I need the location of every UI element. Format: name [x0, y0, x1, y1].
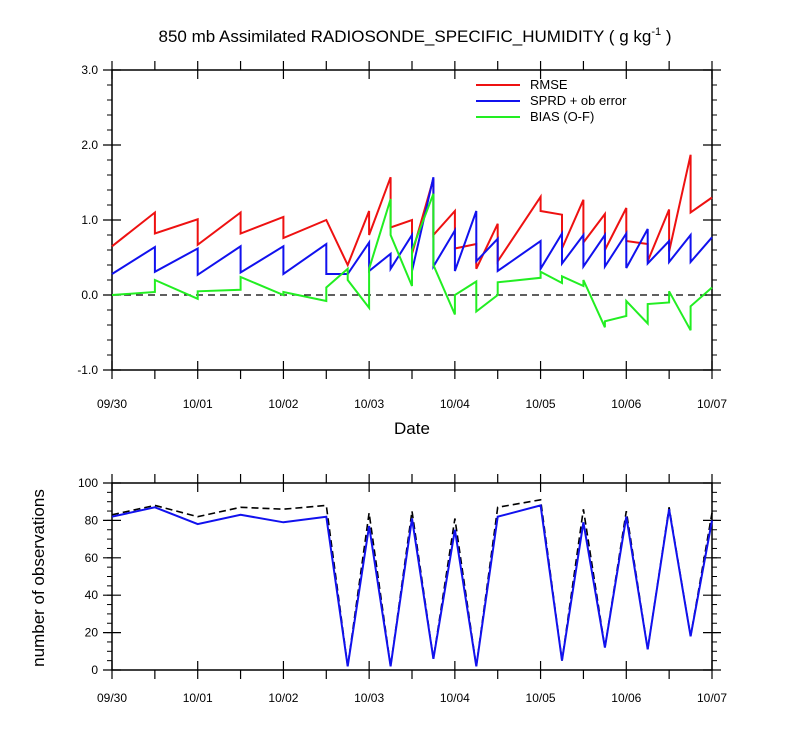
x-tick-label-0: 09/30	[97, 691, 127, 705]
bottom-plot-frame	[111, 482, 713, 671]
y-tick-label-0: -1.0	[77, 363, 98, 377]
x-tick-label-6: 10/06	[611, 397, 641, 411]
legend-label-sprd: SPRD + ob error	[530, 93, 627, 108]
y-tick-label-3: 2.0	[81, 138, 98, 152]
x-tick-label-2: 10/02	[268, 397, 298, 411]
y-tick-label-4: 80	[85, 513, 99, 527]
x-tick-label-5: 10/05	[526, 397, 556, 411]
legend-label-bias: BIAS (O-F)	[530, 109, 594, 124]
bottom-ticks	[103, 474, 721, 679]
y-tick-label-1: 20	[85, 626, 99, 640]
x-tick-label-4: 10/04	[440, 397, 470, 411]
bottom-panel: 0 20 40 60 80 100 09/30 10/01 10/02 10/03 10/04 10…	[29, 474, 727, 705]
x-tick-label-1: 10/01	[183, 691, 213, 705]
x-tick-label-1: 10/01	[183, 397, 213, 411]
x-tick-label-5: 10/05	[526, 691, 556, 705]
x-tick-label-7: 10/07	[697, 691, 727, 705]
x-tick-label-4: 10/04	[440, 691, 470, 705]
x-tick-label-3: 10/03	[354, 691, 384, 705]
x-tick-label-7: 10/07	[697, 397, 727, 411]
top-series-bias-o-f	[111, 193, 713, 331]
legend-label-rmse: RMSE	[530, 77, 568, 92]
y-tick-label-2: 40	[85, 588, 99, 602]
y-tick-label-0: 0	[91, 663, 98, 677]
top-panel: -1.0 0.0 1.0 2.0 3.0 09/30 10/01 10/02 10/03 10/…	[77, 61, 727, 438]
top-y-tick-labels: -1.0 0.0 1.0 2.0 3.0	[77, 63, 98, 377]
bottom-x-tick-labels: 09/30 10/01 10/02 10/03 10/04 10/05 10/06 10/07	[97, 691, 727, 705]
bottom-y-axis-label: number of observations	[29, 489, 48, 667]
chart-title: 850 mb Assimilated RADIOSONDE_SPECIFIC_H…	[159, 26, 672, 46]
top-series-rmse	[111, 154, 713, 270]
y-tick-label-5: 100	[78, 476, 98, 490]
bottom-series	[111, 498, 713, 667]
legend: RMSE SPRD + ob error BIAS (O-F)	[476, 77, 627, 124]
x-tick-label-6: 10/06	[611, 691, 641, 705]
y-tick-label-4: 3.0	[81, 63, 98, 77]
top-series	[111, 154, 713, 331]
y-tick-label-3: 60	[85, 551, 99, 565]
x-tick-label-3: 10/03	[354, 397, 384, 411]
top-x-axis-label: Date	[394, 419, 430, 438]
x-tick-label-2: 10/02	[268, 691, 298, 705]
top-x-tick-labels: 09/30 10/01 10/02 10/03 10/04 10/05 10/06 10/07	[97, 397, 727, 411]
y-tick-label-2: 1.0	[81, 213, 98, 227]
x-tick-label-0: 09/30	[97, 397, 127, 411]
top-series-sprd-ob-error	[111, 176, 713, 277]
y-tick-label-1: 0.0	[81, 288, 98, 302]
bottom-series-possible	[111, 498, 713, 667]
bottom-y-tick-labels: 0 20 40 60 80 100	[78, 476, 98, 677]
bottom-series-assimilated	[111, 504, 713, 667]
